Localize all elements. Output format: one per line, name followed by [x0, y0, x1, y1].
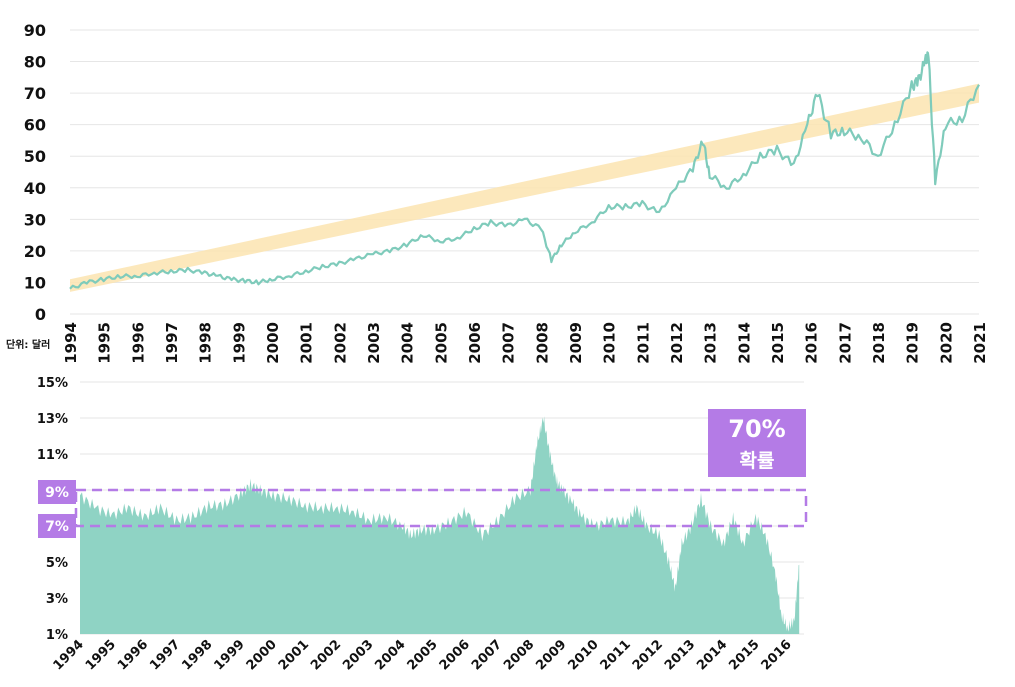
x-tick-label: 1994	[62, 322, 80, 364]
probability-band-outline	[74, 488, 808, 528]
x-tick-label: 2003	[340, 637, 376, 673]
y-tick-label: 40	[24, 179, 46, 198]
probability-annotation-badge: 70% 확률	[708, 409, 806, 477]
x-tick-label: 2021	[971, 322, 989, 364]
x-tick-label: 2012	[630, 637, 666, 673]
x-tick-label: 2010	[601, 322, 619, 364]
label-7-text: 7%	[45, 519, 69, 535]
x-tick-label: 2014	[735, 322, 753, 364]
x-tick-label: 2005	[432, 322, 450, 364]
y-tick-label: 50	[24, 147, 46, 166]
y-tick-label: 1%	[46, 628, 68, 643]
x-tick-label: 2013	[702, 322, 720, 364]
x-tick-label: 2010	[565, 637, 601, 673]
probability-band	[74, 488, 808, 528]
x-tick-label: 2011	[634, 322, 652, 364]
y-tick-label: 60	[24, 116, 46, 135]
unit-label: 단위: 달러	[6, 338, 50, 351]
x-tick-label: 2008	[533, 322, 551, 364]
x-tick-label: 1996	[115, 637, 151, 673]
bottom-chart-y-axis: 1% 3% 5% 7% 9% 11% 13% 15%	[37, 376, 68, 643]
x-tick-label: 2009	[567, 322, 585, 364]
x-tick-label: 1998	[197, 322, 215, 364]
x-tick-label: 1995	[96, 322, 114, 364]
x-tick-label: 2016	[759, 637, 795, 673]
x-tick-label: 2003	[365, 322, 383, 364]
x-tick-label: 2007	[500, 322, 518, 364]
x-tick-label: 2017	[836, 322, 854, 364]
x-tick-label: 2006	[437, 637, 473, 673]
y-tick-label: 80	[24, 53, 46, 72]
y-tick-label: 13%	[37, 412, 68, 427]
x-tick-label: 2004	[372, 637, 408, 673]
x-tick-label: 2005	[405, 637, 441, 673]
label-9-badge: 9%	[38, 480, 76, 504]
x-tick-label: 1999	[230, 322, 248, 364]
trend-band	[70, 83, 979, 292]
x-tick-label: 2020	[937, 322, 955, 364]
x-tick-label: 2016	[803, 322, 821, 364]
top-chart-x-axis: 1994 1995 1996 1997 1998 1999 2000 2001 2002 2003…	[62, 322, 989, 364]
y-tick-label: 3%	[46, 592, 68, 607]
x-tick-label: 2001	[276, 637, 312, 673]
top-chart-price-series	[69, 51, 980, 290]
x-tick-label: 2001	[298, 322, 316, 364]
y-tick-label: 30	[24, 210, 46, 229]
y-tick-label: 20	[24, 242, 46, 261]
y-tick-label: 0	[35, 305, 46, 324]
y-tick-label: 10	[24, 273, 46, 292]
x-tick-label: 2013	[662, 637, 698, 673]
x-tick-label: 2015	[769, 322, 787, 364]
x-tick-label: 2014	[694, 637, 730, 673]
x-tick-label: 2018	[870, 322, 888, 364]
y-tick-label: 70	[24, 84, 46, 103]
x-tick-label: 1997	[163, 322, 181, 364]
x-tick-label: 2007	[469, 637, 505, 673]
x-tick-label: 1996	[129, 322, 147, 364]
x-tick-label: 2002	[331, 322, 349, 364]
x-tick-label: 2009	[533, 637, 569, 673]
top-chart-trend-band	[70, 83, 979, 292]
probability-value: 70%	[728, 415, 785, 443]
y-tick-label: 90	[24, 21, 46, 40]
x-tick-label: 2000	[264, 322, 282, 364]
x-tick-label: 1995	[83, 637, 119, 673]
x-tick-label: 1998	[179, 637, 215, 673]
x-tick-label: 2011	[598, 637, 634, 673]
x-tick-label: 2006	[466, 322, 484, 364]
x-tick-label: 2004	[399, 322, 417, 364]
y-tick-label: 11%	[37, 448, 68, 463]
x-tick-label: 2000	[244, 637, 280, 673]
x-tick-label: 1997	[147, 637, 183, 673]
label-7-badge: 7%	[38, 514, 76, 538]
bottom-chart-area-series	[80, 416, 800, 634]
x-tick-label: 2015	[726, 637, 762, 673]
x-tick-label: 2012	[668, 322, 686, 364]
probability-caption: 확률	[740, 449, 775, 472]
y-tick-label: 5%	[46, 556, 68, 571]
x-tick-label: 2019	[904, 322, 922, 364]
x-tick-label: 2002	[308, 637, 344, 673]
yield-area	[80, 416, 800, 634]
bottom-chart-x-axis: 1994199519961997199819992000200120022003…	[51, 637, 795, 673]
label-9-text: 9%	[45, 485, 69, 501]
x-tick-label: 2008	[501, 637, 537, 673]
x-tick-label: 1999	[212, 637, 248, 673]
top-chart-y-axis: 0 10 20 30 40 50 60 70 80 90	[24, 21, 46, 324]
price-line	[69, 51, 980, 290]
y-tick-label: 15%	[37, 376, 68, 391]
